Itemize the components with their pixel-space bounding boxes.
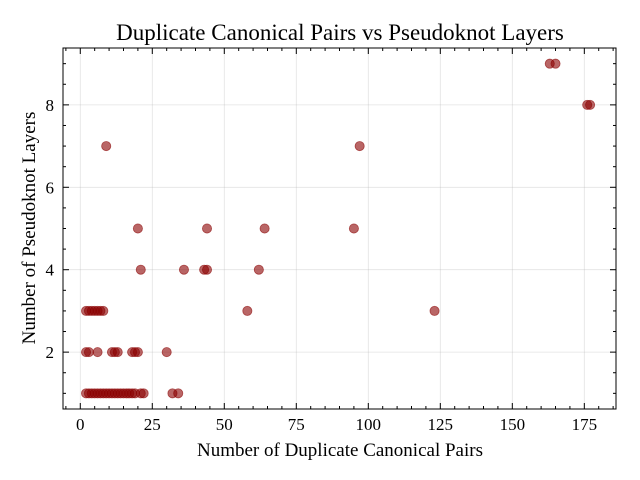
x-tick-label: 175	[572, 415, 598, 434]
x-tick-label: 50	[216, 415, 233, 434]
data-point	[202, 264, 213, 275]
data-point	[98, 305, 109, 316]
data-point	[138, 388, 149, 399]
data-point	[178, 264, 189, 275]
data-point	[92, 347, 103, 358]
data-point	[132, 347, 143, 358]
x-tick-label: 100	[356, 415, 382, 434]
x-tick-label: 25	[144, 415, 161, 434]
x-tick-label: 75	[288, 415, 305, 434]
data-point	[429, 305, 440, 316]
data-point	[348, 223, 359, 234]
y-tick-label: 2	[46, 343, 55, 362]
grid-lines	[63, 48, 616, 409]
data-point	[101, 141, 112, 152]
data-point	[550, 58, 561, 69]
y-axis-label: Number of Pseudoknot Layers	[19, 112, 40, 345]
y-tick-label: 8	[46, 96, 55, 115]
y-tick-label: 4	[46, 261, 55, 280]
data-point	[585, 99, 596, 110]
chart-title: Duplicate Canonical Pairs vs Pseudoknot …	[116, 20, 564, 45]
data-point	[253, 264, 264, 275]
data-point	[354, 141, 365, 152]
data-point	[259, 223, 270, 234]
data-point	[242, 305, 253, 316]
data-point	[161, 347, 172, 358]
x-tick-label: 0	[76, 415, 85, 434]
data-point	[135, 264, 146, 275]
data-points	[81, 58, 596, 399]
data-point	[112, 347, 123, 358]
x-tick-label: 150	[500, 415, 526, 434]
x-axis-label: Number of Duplicate Canonical Pairs	[197, 440, 483, 461]
x-tick-label: 125	[428, 415, 454, 434]
y-tick-label: 6	[46, 178, 55, 197]
data-point	[173, 388, 184, 399]
data-point	[132, 223, 143, 234]
axis-ticks: 0 25 50 75 100 125 150 175 2 4 6 8	[46, 48, 616, 434]
plot-frame	[62, 47, 617, 410]
data-point	[83, 347, 94, 358]
data-point	[202, 223, 213, 234]
